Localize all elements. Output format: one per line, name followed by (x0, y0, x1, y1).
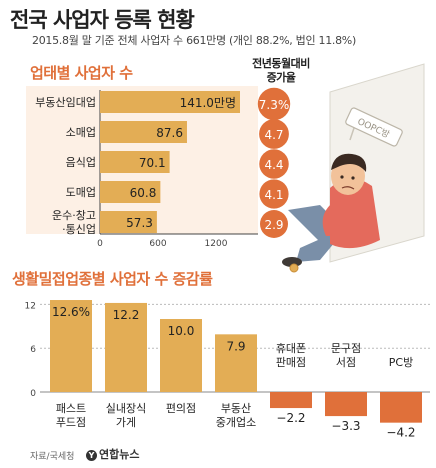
chart1-tick-label: 1200 (205, 239, 228, 249)
chart2-category-label: 가게 (116, 416, 136, 429)
man-arm (322, 200, 346, 236)
chart2-category-label: 문구점 (331, 342, 361, 355)
chart1-yoy-circle (257, 87, 291, 121)
chart1-yoy-label: 2.9 (264, 218, 283, 232)
chart1-bar (100, 211, 157, 233)
chart1-bar (100, 181, 161, 203)
logo-text: 연합뉴스 (99, 448, 140, 461)
chart2-bar (105, 302, 147, 392)
chart1-category-label: 음식업 (66, 156, 96, 169)
chart2-bar (325, 392, 367, 417)
wall-sign (345, 107, 403, 147)
worried-man-sitting-against-wall-icon: OOPC방 (282, 63, 425, 273)
chart2-category-label: 패스트 (56, 402, 86, 415)
chart1-yoy-label: 7.3% (259, 98, 290, 112)
chart1-value-label: 70.1 (139, 156, 166, 170)
chart2-category-label: 판매점 (276, 356, 306, 369)
chart2-category-label: 푸드점 (56, 416, 86, 429)
section-title-growth: 생활밀접업종별 사업자 수 증감률 (12, 270, 213, 288)
man-mouth (341, 186, 355, 190)
chart2-category-label: 휴대폰 (276, 342, 306, 355)
chart2-category-label: 중개업소 (216, 416, 256, 429)
chart2-category-label: 편의점 (166, 402, 196, 415)
chart1-category-label: ·통신업 (62, 223, 96, 236)
chart2-tick-label: 12 (25, 301, 36, 311)
chart1-yoy-circle (259, 179, 289, 209)
chart2-tick-label: 0 (30, 389, 36, 399)
chart1-value-label: 57.3 (126, 216, 153, 230)
chart1-value-label: 87.6 (156, 126, 183, 140)
chart2-bar (160, 319, 202, 392)
man-hair (331, 153, 367, 172)
man-eye-left (340, 175, 344, 179)
chart1-category-label: 부동산임대업 (35, 96, 96, 109)
chart2-category-label: PC방 (389, 356, 413, 369)
man-head (331, 157, 365, 195)
chart2-bar (270, 392, 312, 409)
source-label: 자료/국세청 (30, 452, 75, 462)
chart1-bar (100, 151, 170, 173)
page-title: 전국 사업자 등록 현황 (10, 8, 195, 32)
chart1-yoy-circles: 7.3% 4.7 4.4 4.1 2.9 (257, 87, 291, 238)
chart2-category-label: 실내장식 (106, 402, 146, 415)
chart2-value-label: 12.2 (113, 308, 140, 322)
chart2-value-label: −2.2 (276, 411, 305, 425)
coin-icon (289, 263, 299, 273)
yoy-header: 전년동월대비 증가율 (236, 57, 326, 85)
chart1-yoy-label: 4.4 (264, 158, 283, 172)
chart2-bar (215, 334, 257, 392)
page-subtitle: 2015.8월 말 기준 전체 사업자 수 661만명 (개인 88.2%, 법… (32, 34, 356, 47)
chart2-category-label: 부동산 (221, 402, 251, 415)
chart1-yoy-label: 4.1 (264, 188, 283, 202)
chart1-tick-label: 600 (149, 239, 166, 249)
man-body (330, 178, 380, 249)
chart1-yoy-circle (259, 119, 289, 149)
chart1-bar (100, 91, 240, 113)
chart1-value-label: 141.0만명 (180, 96, 236, 110)
chart2-bar (50, 300, 92, 392)
chart1-category-label: 운수·창고 (52, 209, 96, 222)
chart2-bar (380, 392, 422, 423)
chart2-category-label: 서점 (336, 356, 356, 369)
chart1-bar (100, 121, 187, 143)
chart2-value-label: −3.3 (331, 419, 360, 433)
chart1-category-label: 소매업 (66, 126, 96, 139)
section-title-industry: 업태별 사업자 수 (30, 64, 133, 82)
chart2-value-label: −4.2 (386, 426, 415, 440)
chart2-tick-label: 6 (30, 345, 36, 355)
chart2-value-label: 7.9 (226, 339, 245, 353)
chart1-yoy-circle (259, 149, 289, 179)
logo-mark-icon: Y (86, 450, 97, 461)
man-shoe (282, 257, 302, 267)
chart2-value-label: 10.0 (168, 324, 195, 338)
man-eye-right (351, 176, 355, 180)
chart1-yoy-label: 4.7 (264, 128, 283, 142)
yoy-header-line2: 증가율 (266, 71, 296, 84)
chart1-tick-label: 0 (97, 239, 103, 249)
chart1-yoy-circle (260, 210, 288, 238)
yoy-header-line1: 전년동월대비 (252, 57, 310, 70)
chart1-category-label: 도매업 (66, 186, 96, 199)
chart1-ticks: 0 600 1200 (97, 239, 228, 249)
chart1-value-label: 60.8 (130, 186, 157, 200)
chart2-value-label: 12.6% (52, 305, 90, 319)
logo: Y 연합뉴스 (86, 446, 139, 462)
